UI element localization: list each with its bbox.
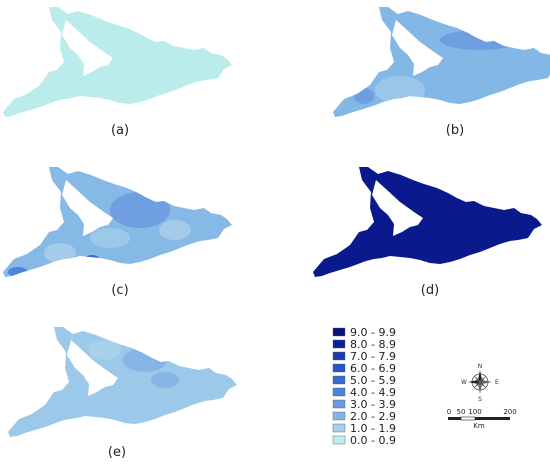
legend-swatch	[332, 399, 346, 409]
scale-tick-label: 200	[503, 408, 516, 416]
legend-label: 0.0 - 0.9	[350, 434, 396, 447]
legend-swatch	[332, 435, 346, 445]
scale-unit-label: Km	[473, 422, 485, 430]
map-panel-c: (c)	[3, 167, 232, 298]
legend-label: 7.0 - 7.9	[350, 350, 396, 363]
legend-item: 6.0 - 6.9	[332, 362, 396, 375]
legend-item: 8.0 - 8.9	[332, 338, 396, 351]
legend-item: 1.0 - 1.9	[332, 422, 396, 435]
panel-label-e: (e)	[108, 445, 126, 460]
map-panel-a: (a)	[3, 7, 232, 138]
legend-swatch	[332, 351, 346, 361]
panel-label-d: (d)	[421, 283, 439, 298]
map-panel-e: (e)	[8, 327, 237, 460]
legend-item: 2.0 - 2.9	[332, 410, 396, 423]
legend-swatch	[332, 423, 346, 433]
legend-item: 7.0 - 7.9	[332, 350, 396, 363]
panel-label-a: (a)	[111, 123, 129, 138]
legend-item: 3.0 - 3.9	[332, 398, 396, 411]
legend-swatch	[332, 387, 346, 397]
legend-label: 9.0 - 9.9	[350, 326, 396, 339]
legend-label: 1.0 - 1.9	[350, 422, 396, 435]
map-panel-d: (d)	[313, 167, 542, 298]
compass-west-label: W	[461, 379, 467, 386]
region-shape-d	[313, 167, 542, 277]
legend-item: 0.0 - 0.9	[332, 434, 396, 447]
legend-item: 4.0 - 4.9	[332, 386, 396, 399]
legend-label: 5.0 - 5.9	[350, 374, 396, 387]
legend-label: 3.0 - 3.9	[350, 398, 396, 411]
legend: 9.0 - 9.9 8.0 - 8.9 7.0 - 7.9 6.0 - 6.9 …	[332, 326, 396, 447]
legend-item: 5.0 - 5.9	[332, 374, 396, 387]
scale-tick-label: 0	[447, 408, 451, 416]
scale-tick-label: 50	[457, 408, 466, 416]
legend-label: 4.0 - 4.9	[350, 386, 396, 399]
legend-swatch	[332, 375, 346, 385]
legend-item: 9.0 - 9.9	[332, 326, 396, 339]
legend-swatch	[332, 339, 346, 349]
map-panel-b: (b)	[333, 7, 550, 138]
region-shape-a	[3, 7, 232, 117]
legend-swatch	[332, 411, 346, 421]
panel-label-b: (b)	[446, 123, 464, 138]
panel-label-c: (c)	[111, 283, 128, 298]
legend-swatch	[332, 327, 346, 337]
legend-label: 6.0 - 6.9	[350, 362, 396, 375]
compass-north-label: N	[478, 363, 483, 370]
compass-south-label: S	[478, 396, 482, 403]
region-shape-e	[8, 327, 237, 437]
compass-east-label: E	[495, 379, 499, 386]
scale-tick-label: 100	[468, 408, 481, 416]
scale-bar: 0 50 100 200 Km	[447, 408, 517, 430]
legend-label: 8.0 - 8.9	[350, 338, 396, 351]
legend-swatch	[332, 363, 346, 373]
compass-rose-icon: N S E W	[461, 363, 499, 403]
legend-label: 2.0 - 2.9	[350, 410, 396, 423]
region-shape-c	[3, 167, 232, 277]
